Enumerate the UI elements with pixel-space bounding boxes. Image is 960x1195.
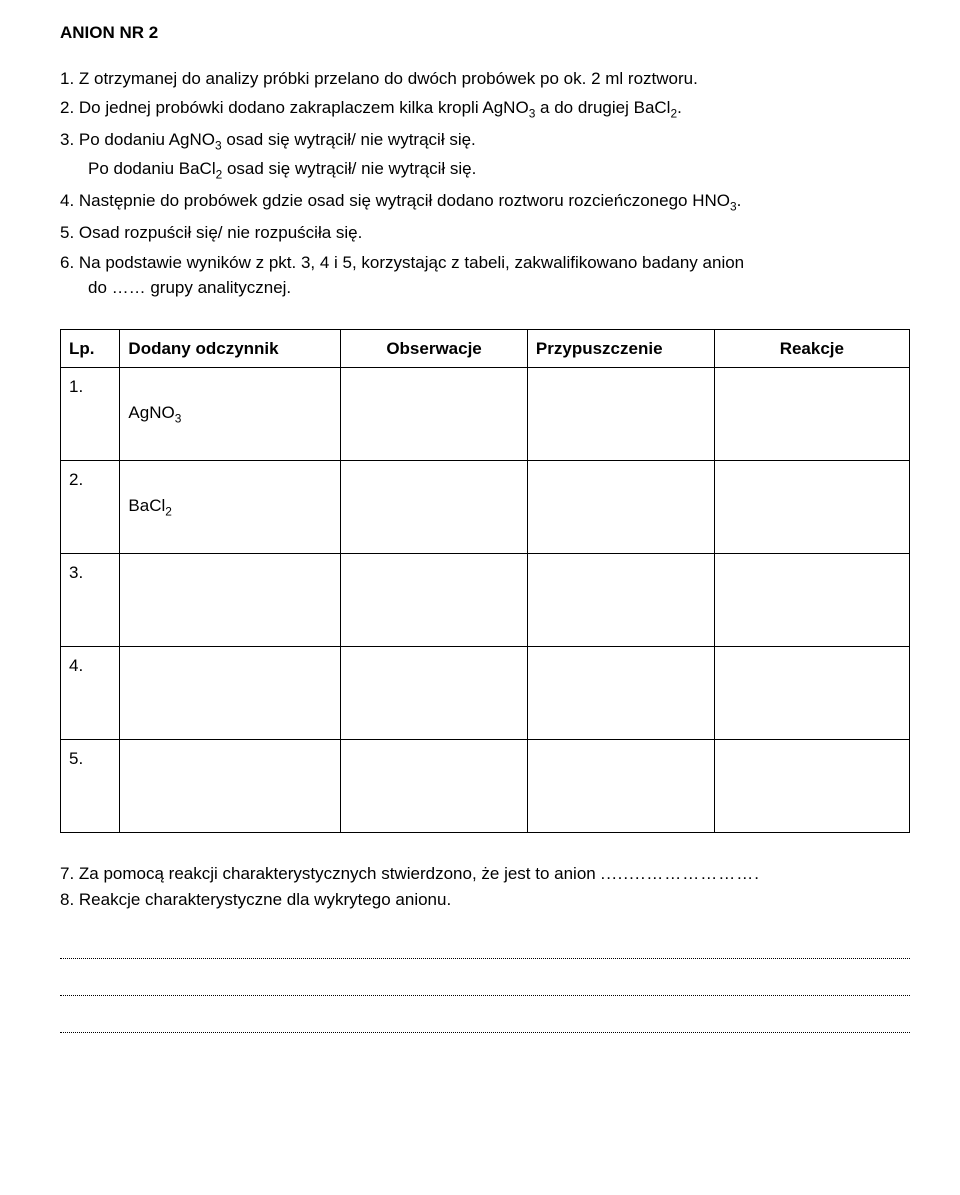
step-6: 6. Na podstawie wyników z pkt. 3, 4 i 5,…: [60, 250, 910, 301]
col-odczynnik: Dodany odczynnik: [120, 329, 341, 368]
cell-obs-3[interactable]: [341, 554, 528, 647]
cell-lp-2: 2.: [61, 461, 120, 554]
step-4-end: .: [737, 191, 742, 210]
cell-lp-3: 3.: [61, 554, 120, 647]
table-row: 2. BaCl2: [61, 461, 910, 554]
step-6-line1: 6. Na podstawie wyników z pkt. 3, 4 i 5,…: [60, 253, 744, 272]
answer-line-1[interactable]: [60, 934, 910, 959]
step-2-end: .: [677, 98, 682, 117]
cell-lp-1: 1.: [61, 368, 120, 461]
cell-obs-5[interactable]: [341, 740, 528, 833]
step-3-ind-b: osad się wytrącił/ nie wytrącił się.: [222, 159, 476, 178]
step-2-text-a: 2. Do jednej probówki dodano zakraplacze…: [60, 98, 529, 117]
step-3-ind-a: Po dodaniu BaCl: [88, 159, 216, 178]
cell-lp-5: 5.: [61, 740, 120, 833]
step-7-dots[interactable]: ........……………….: [600, 864, 760, 883]
step-4: 4. Następnie do probówek gdzie osad się …: [60, 188, 910, 216]
observation-table: Lp. Dodany odczynnik Obserwacje Przypusz…: [60, 329, 910, 834]
cell-prz-3[interactable]: [527, 554, 714, 647]
step-7-text: 7. Za pomocą reakcji charakterystycznych…: [60, 864, 596, 883]
cell-obs-1[interactable]: [341, 368, 528, 461]
cell-re-5[interactable]: [714, 740, 909, 833]
cell-odczynnik-3[interactable]: [120, 554, 341, 647]
step-6-line2: do …… grupy analitycznej.: [60, 275, 910, 301]
step-3-sub-a: 3: [215, 139, 222, 153]
table-row: 5.: [61, 740, 910, 833]
col-reakcje: Reakcje: [714, 329, 909, 368]
cell-obs-4[interactable]: [341, 647, 528, 740]
cell-re-4[interactable]: [714, 647, 909, 740]
cell-odczynnik-2[interactable]: BaCl2: [120, 461, 341, 554]
cell-lp-4: 4.: [61, 647, 120, 740]
step-8: 8. Reakcje charakterystyczne dla wykryte…: [60, 887, 910, 913]
cell-odczynnik-1[interactable]: AgNO3: [120, 368, 341, 461]
step-3-indent: Po dodaniu BaCl2 osad się wytrącił/ nie …: [60, 156, 910, 184]
cell-prz-1[interactable]: [527, 368, 714, 461]
step-3-text-b: osad się wytrącił/ nie wytrącił się.: [222, 130, 476, 149]
col-lp: Lp.: [61, 329, 120, 368]
answer-line-2[interactable]: [60, 971, 910, 996]
step-2-text-b: a do drugiej BaCl: [535, 98, 670, 117]
cell-odczynnik-4[interactable]: [120, 647, 341, 740]
table-row: 1. AgNO3: [61, 368, 910, 461]
step-7: 7. Za pomocą reakcji charakterystycznych…: [60, 861, 910, 887]
cell-re-1[interactable]: [714, 368, 909, 461]
procedure-list: 1. Z otrzymanej do analizy próbki przela…: [60, 66, 910, 301]
table-header-row: Lp. Dodany odczynnik Obserwacje Przypusz…: [61, 329, 910, 368]
step-2: 2. Do jednej probówki dodano zakraplacze…: [60, 95, 910, 123]
reagent-1: AgNO: [128, 403, 174, 422]
page-title: ANION NR 2: [60, 20, 910, 46]
table-row: 4.: [61, 647, 910, 740]
cell-re-2[interactable]: [714, 461, 909, 554]
step-4-sub: 3: [730, 199, 737, 213]
table-row: 3.: [61, 554, 910, 647]
step-5: 5. Osad rozpuścił się/ nie rozpuściła si…: [60, 220, 910, 246]
reagent-2: BaCl: [128, 496, 165, 515]
after-table-block: 7. Za pomocą reakcji charakterystycznych…: [60, 861, 910, 1033]
step-3: 3. Po dodaniu AgNO3 osad się wytrącił/ n…: [60, 127, 910, 184]
step-1: 1. Z otrzymanej do analizy próbki przela…: [60, 66, 910, 92]
cell-odczynnik-5[interactable]: [120, 740, 341, 833]
step-3-text-a: 3. Po dodaniu AgNO: [60, 130, 215, 149]
col-przypuszczenie: Przypuszczenie: [527, 329, 714, 368]
cell-re-3[interactable]: [714, 554, 909, 647]
cell-prz-5[interactable]: [527, 740, 714, 833]
col-obserwacje: Obserwacje: [341, 329, 528, 368]
cell-prz-4[interactable]: [527, 647, 714, 740]
answer-line-3[interactable]: [60, 1008, 910, 1033]
step-4-text: 4. Następnie do probówek gdzie osad się …: [60, 191, 730, 210]
cell-prz-2[interactable]: [527, 461, 714, 554]
cell-obs-2[interactable]: [341, 461, 528, 554]
reagent-1-sub: 3: [175, 411, 182, 425]
reagent-2-sub: 2: [165, 504, 172, 518]
